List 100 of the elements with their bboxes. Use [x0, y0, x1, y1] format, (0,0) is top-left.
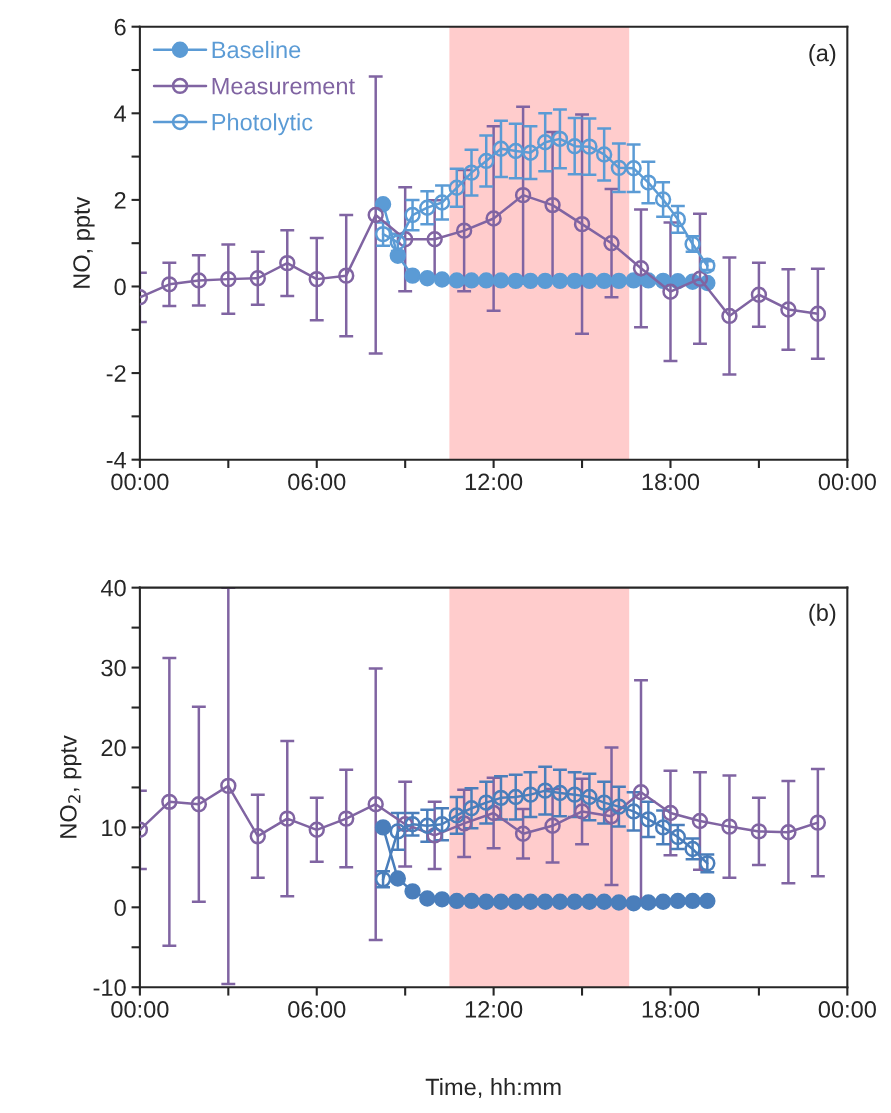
point: [551, 893, 569, 910]
y-axis-title: NO$_{2}$, pptv: [59, 735, 82, 838]
y-tick-label: 0: [114, 899, 126, 917]
point: [654, 819, 672, 836]
point: [721, 307, 738, 325]
point: [669, 828, 687, 846]
point: [691, 270, 709, 287]
point: [544, 817, 561, 834]
point: [448, 807, 465, 824]
x-tick-label: 18:00: [642, 473, 700, 491]
point: [249, 828, 266, 845]
point: [625, 272, 642, 289]
point: [389, 247, 407, 264]
point: [485, 210, 502, 227]
point: [632, 260, 650, 277]
point: [448, 272, 465, 289]
point: [610, 798, 628, 815]
point: [433, 891, 451, 908]
point: [566, 272, 583, 290]
y-tick-label: 2: [114, 191, 126, 209]
point: [404, 267, 421, 284]
y-tick-label: 30: [101, 659, 126, 677]
y-axis-title: NO, pptv: [73, 196, 95, 288]
point: [389, 823, 407, 840]
point: [581, 138, 598, 155]
point: [750, 823, 768, 840]
point: [374, 819, 392, 836]
point: [404, 206, 421, 224]
point: [448, 179, 465, 196]
point: [537, 782, 554, 799]
point: [478, 272, 495, 289]
point: [478, 893, 495, 910]
x-tick-label: 18:00: [642, 1001, 700, 1018]
point: [654, 893, 672, 910]
point: [279, 810, 296, 827]
point: [308, 270, 325, 288]
point: [161, 276, 178, 293]
point: [367, 206, 384, 224]
y-tick-label: -4: [106, 451, 126, 469]
point: [463, 800, 480, 817]
y-tick-label: 0: [114, 278, 126, 296]
point: [699, 892, 716, 910]
point: [492, 893, 510, 910]
point: [809, 305, 827, 322]
point: [581, 788, 598, 806]
point: [537, 272, 554, 290]
point: [463, 892, 480, 910]
point: [625, 895, 642, 912]
point: [433, 194, 451, 211]
y-tick-label: 20: [101, 739, 126, 757]
point: [603, 235, 620, 252]
point: [581, 272, 598, 290]
point: [507, 788, 524, 806]
annotation: (b): [809, 603, 836, 626]
point: [566, 893, 583, 910]
x-tick-label: 06:00: [288, 1001, 346, 1018]
point: [419, 270, 436, 287]
point: [455, 222, 473, 239]
point: [522, 786, 539, 803]
x-tick-label: 06:00: [288, 473, 346, 491]
legend-label: Baseline: [212, 40, 301, 59]
y-tick-label: -10: [93, 979, 126, 997]
legend-label: Photolytic: [212, 113, 313, 136]
y-tick-label: 4: [114, 105, 126, 122]
point: [551, 130, 569, 148]
point: [404, 883, 421, 900]
point: [492, 140, 510, 157]
x-tick-label: 00:00: [818, 473, 876, 491]
point: [544, 196, 561, 214]
point: [419, 890, 436, 907]
point: [566, 786, 583, 803]
x-axis-title: Time, hh:mm: [425, 1077, 561, 1099]
point: [220, 777, 237, 795]
point: [721, 818, 738, 835]
point: [419, 817, 436, 834]
point: [610, 894, 628, 911]
point: [595, 146, 613, 163]
point: [433, 271, 451, 288]
point: [537, 134, 554, 151]
point: [419, 199, 436, 216]
y-tick-label: -2: [106, 365, 126, 382]
point: [750, 286, 768, 303]
x-tick-label: 00:00: [111, 1001, 169, 1018]
point: [514, 186, 532, 204]
point: [220, 270, 237, 288]
point: [625, 803, 642, 820]
point: [338, 267, 355, 284]
y-tick-label: 10: [102, 819, 126, 837]
point: [389, 870, 407, 887]
x-tick-label: 00:00: [111, 473, 169, 491]
point: [463, 164, 480, 181]
point: [492, 789, 510, 807]
point: [522, 893, 539, 910]
point: [522, 272, 539, 290]
point: [190, 796, 208, 813]
point: [610, 159, 628, 177]
point: [640, 894, 657, 911]
point: [625, 160, 642, 177]
point: [654, 191, 672, 208]
y-tick-label: 6: [114, 18, 126, 36]
